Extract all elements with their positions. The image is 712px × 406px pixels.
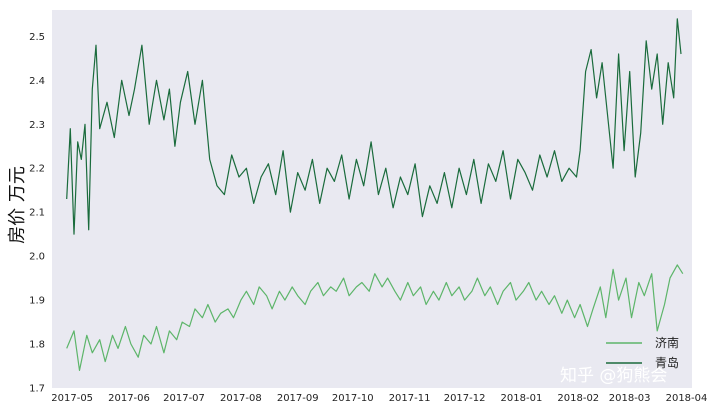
x-tick-label: 2018-03 <box>609 393 651 404</box>
series-lines <box>66 18 684 371</box>
legend-label: 青岛 <box>655 355 679 370</box>
x-tick-label: 2017-09 <box>277 393 319 404</box>
x-tick-label: 2017-07 <box>163 393 205 404</box>
x-tick-label: 2017-10 <box>332 393 374 404</box>
y-tick-label: 1.9 <box>29 296 45 307</box>
y-tick-label: 2.5 <box>29 32 45 43</box>
x-axis-ticks: 2017-05 2017-06 2017-07 2017-08 2017-09 2017-… <box>51 393 707 404</box>
x-tick-label: 2018-01 <box>501 393 543 404</box>
y-tick-label: 2.2 <box>29 164 45 175</box>
x-tick-label: 2017-06 <box>108 393 150 404</box>
watermark: 知乎 @狗熊会 <box>560 366 667 386</box>
y-tick-label: 2.0 <box>29 252 45 263</box>
x-tick-label: 2017-08 <box>220 393 262 404</box>
legend-label: 济南 <box>655 335 679 350</box>
y-axis-ticks: 1.7 1.8 1.9 2.0 2.1 2.2 2.3 2.4 2.5 <box>29 32 45 395</box>
x-tick-label: 2018-02 <box>557 393 599 404</box>
series-line-qingdao <box>66 18 682 235</box>
plot-area <box>52 10 692 388</box>
x-tick-label: 2017-11 <box>389 393 431 404</box>
y-tick-label: 1.8 <box>29 340 45 351</box>
y-tick-label: 1.7 <box>29 384 45 395</box>
y-tick-label: 2.1 <box>29 208 45 219</box>
x-tick-label: 2017-12 <box>444 393 486 404</box>
y-tick-label: 2.4 <box>29 76 45 87</box>
x-tick-label: 2017-05 <box>51 393 93 404</box>
y-tick-label: 2.3 <box>29 120 45 131</box>
y-axis-label: 房价 万元 <box>7 166 28 244</box>
series-line-jinan <box>66 264 684 371</box>
x-tick-label: 2018-04 <box>666 393 708 404</box>
